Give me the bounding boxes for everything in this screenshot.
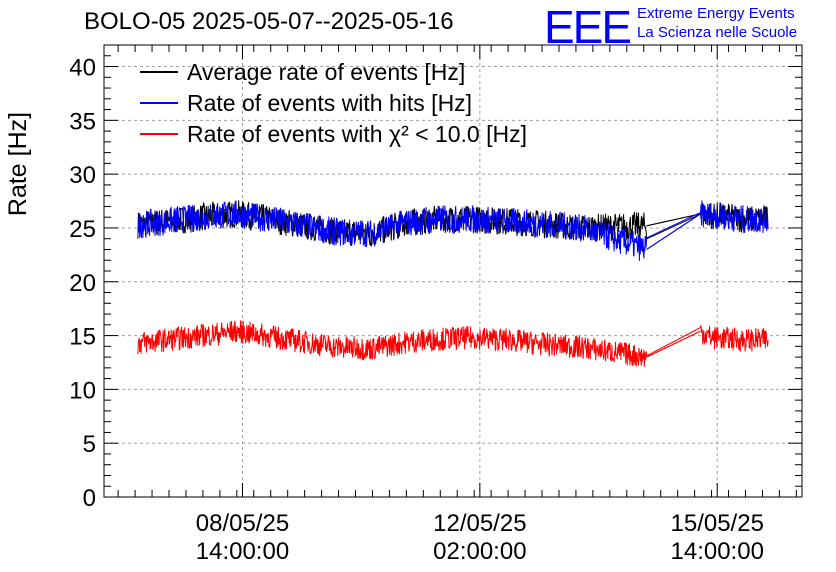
- y-tick-label: 40: [69, 55, 96, 82]
- y-tick-label: 5: [83, 431, 96, 458]
- legend: Average rate of events [Hz] Rate of event…: [140, 59, 527, 147]
- chart-title: BOLO-05 2025-05-07--2025-05-16: [84, 8, 454, 35]
- y-tick-labels: 0 5 10 15 20 25 30 35 40: [69, 55, 96, 512]
- y-tick-label: 35: [69, 108, 96, 135]
- y-tick-label: 0: [83, 485, 96, 512]
- logo-line-1: Extreme Energy Events: [637, 5, 795, 22]
- x-tick-date: 15/05/25: [671, 510, 764, 537]
- y-tick-label: 15: [69, 324, 96, 351]
- gap-connector-2: [646, 330, 701, 358]
- legend-label-2: Rate of events with χ² < 10.0 [Hz]: [187, 121, 527, 147]
- gap-connector-1: [646, 213, 701, 250]
- logo-caption: Extreme Energy Events La Scienza nelle S…: [637, 4, 797, 42]
- series-lines: [137, 200, 769, 367]
- y-tick-label: 25: [69, 216, 96, 243]
- x-tick-time: 02:00:00: [433, 538, 526, 565]
- x-tick-time: 14:00:00: [196, 538, 289, 565]
- logo-line-2: La Scienza nelle Scuole: [637, 24, 798, 41]
- x-tick-date: 12/05/25: [433, 510, 526, 537]
- series-line-0: [137, 200, 769, 247]
- x-tick-time: 14:00:00: [671, 538, 764, 565]
- legend-label-0: Average rate of events [Hz]: [187, 59, 465, 85]
- gap-connector-0: [646, 213, 701, 227]
- eee-logo: EEE: [544, 1, 632, 53]
- legend-label-1: Rate of events with hits [Hz]: [187, 90, 472, 116]
- x-tick-labels: 08/05/2514:00:0012/05/2502:00:0015/05/25…: [196, 510, 764, 565]
- series-line-2: [137, 320, 769, 367]
- x-tick-date: 08/05/25: [196, 510, 289, 537]
- y-axis-title: Rate [Hz]: [4, 112, 32, 216]
- y-tick-label: 20: [69, 270, 96, 297]
- axis-ticks: [104, 44, 802, 498]
- series-line-1: [137, 200, 769, 261]
- y-tick-label: 30: [69, 162, 96, 189]
- y-tick-label: 10: [69, 377, 96, 404]
